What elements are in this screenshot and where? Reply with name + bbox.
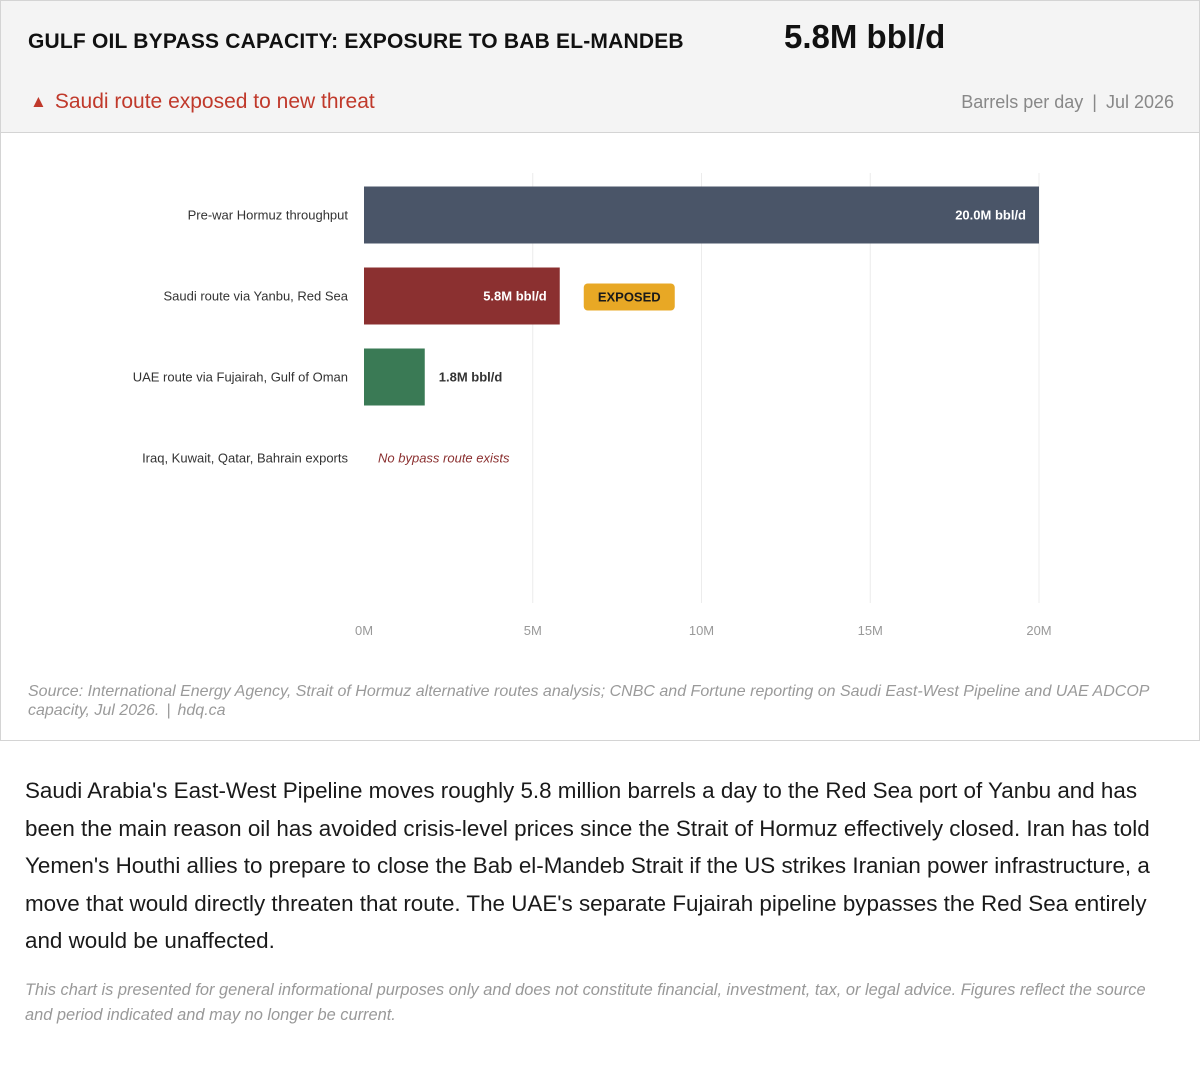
category-label-0: Pre-war Hormuz throughput [188, 208, 349, 223]
exposed-badge-label: EXPOSED [598, 290, 661, 305]
source-text: Source: International Energy Agency, Str… [28, 683, 1149, 719]
alert-message: ▲ Saudi route exposed to new threat [30, 90, 375, 114]
source-note: Source: International Energy Agency, Str… [28, 682, 1178, 720]
chart-header: GULF OIL BYPASS CAPACITY: EXPOSURE TO BA… [1, 1, 1199, 133]
chart-meta: Barrels per day | Jul 2026 [961, 92, 1174, 113]
disclaimer-text: This chart is presented for general info… [25, 981, 1146, 1024]
x-tick-label-2: 10M [689, 623, 714, 638]
source-site: hdq.ca [177, 702, 226, 719]
article-paragraph: Saudi Arabia's East-West Pipeline moves … [25, 778, 1150, 953]
x-tick-label-1: 5M [524, 623, 542, 638]
bar-value-label-1: 5.8M bbl/d [483, 289, 547, 304]
x-tick-label-0: 0M [355, 623, 373, 638]
chart-title: GULF OIL BYPASS CAPACITY: EXPOSURE TO BA… [28, 30, 684, 53]
x-tick-label-3: 15M [858, 623, 883, 638]
bar-0 [364, 186, 1039, 244]
category-label-3: Iraq, Kuwait, Qatar, Bahrain exports [142, 451, 348, 466]
bar-1 [364, 267, 560, 325]
bar-value-label-0: 20.0M bbl/d [955, 208, 1026, 223]
category-label-1: Saudi route via Yanbu, Red Sea [163, 289, 348, 304]
date-label: Jul 2026 [1105, 92, 1174, 112]
bar-chart: 0M 5M 10M 15M 20M Pre-war Hormuz throughput 20… [133, 173, 1052, 638]
unit-label: Barrels per day [961, 92, 1084, 112]
bar-2 [364, 348, 425, 406]
source-separator: | [166, 702, 171, 719]
headline-value: 5.8M bbl/d [784, 18, 946, 55]
x-tick-label-4: 20M [1026, 623, 1051, 638]
no-data-note: No bypass route exists [378, 451, 510, 466]
alert-text: Saudi route exposed to new threat [54, 90, 375, 113]
triangle-up-icon: ▲ [30, 92, 47, 111]
meta-separator: | [1092, 92, 1097, 112]
exposed-badge [583, 283, 675, 311]
chart-card: GULF OIL BYPASS CAPACITY: EXPOSURE TO BA… [0, 0, 1200, 741]
bar-value-label-2: 1.8M bbl/d [439, 370, 503, 385]
category-label-2: UAE route via Fujairah, Gulf of Oman [133, 370, 348, 385]
